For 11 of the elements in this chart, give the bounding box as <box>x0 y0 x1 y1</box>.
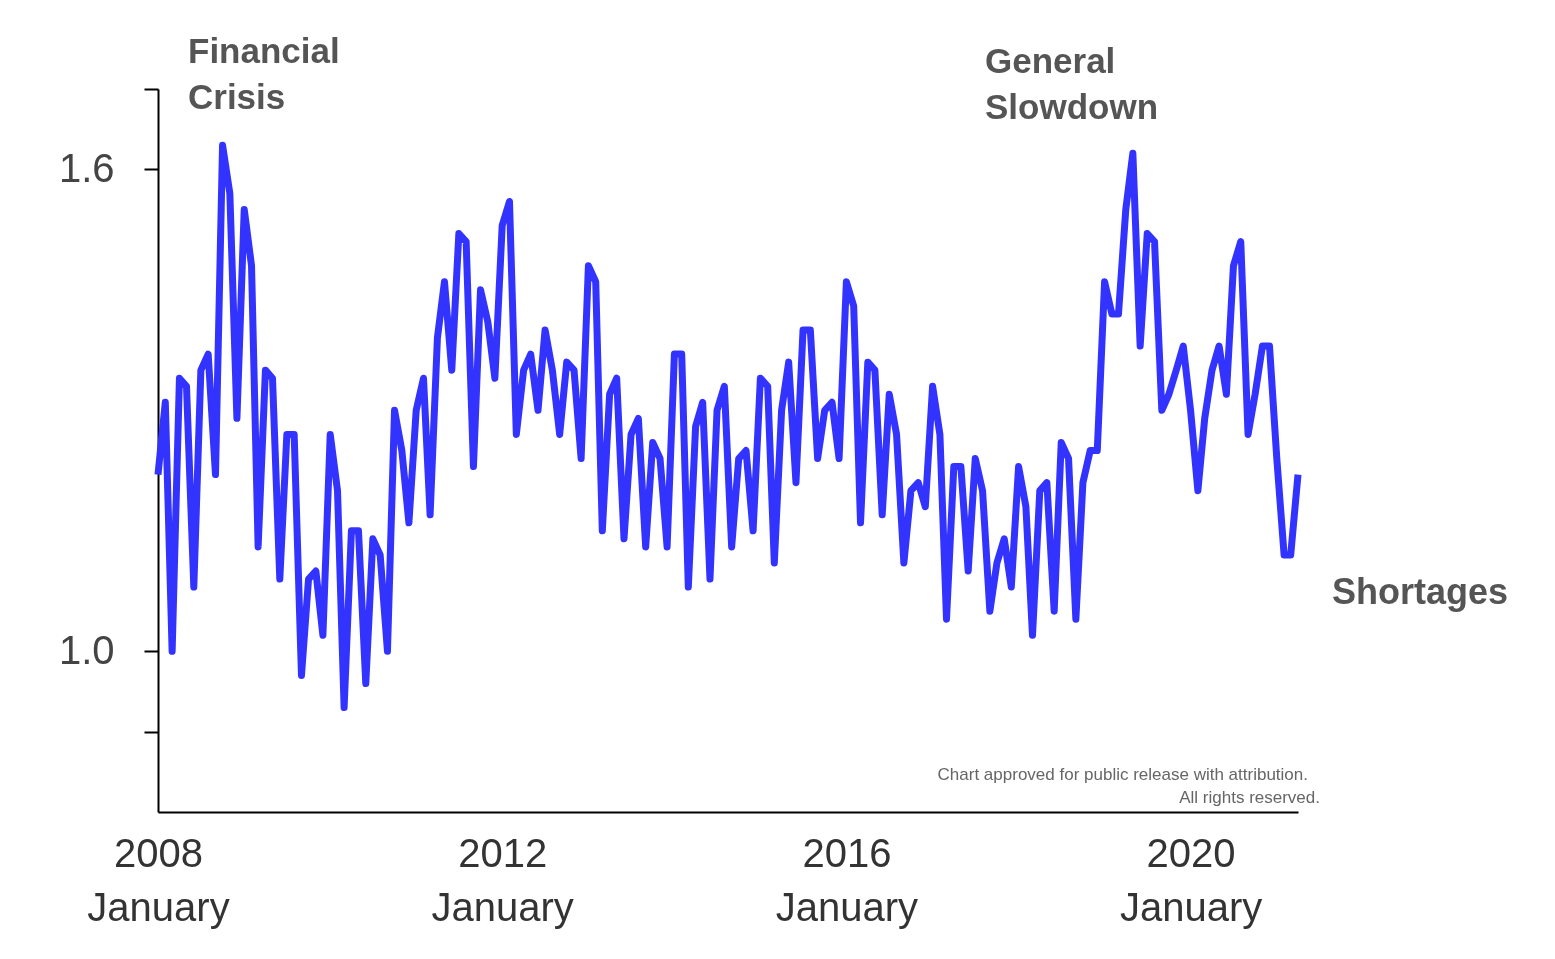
annotation: Chart approved for public release with attribution. <box>937 765 1308 784</box>
x-tick-label: 2008 January <box>87 830 230 929</box>
x-tick-label: 2016 January <box>775 830 919 929</box>
annotation: Financial Crisis <box>188 31 340 116</box>
x-tick-label: 2020 January <box>1119 830 1263 929</box>
y-tick-label: 1.0 <box>58 627 115 672</box>
y-tick-label: 1.6 <box>58 145 115 190</box>
annotation: All rights reserved. <box>1179 788 1320 807</box>
annotation: General Slowdown <box>985 41 1159 126</box>
series-label: Shortages <box>1332 571 1509 612</box>
x-tick-label: 2012 January <box>431 830 574 929</box>
